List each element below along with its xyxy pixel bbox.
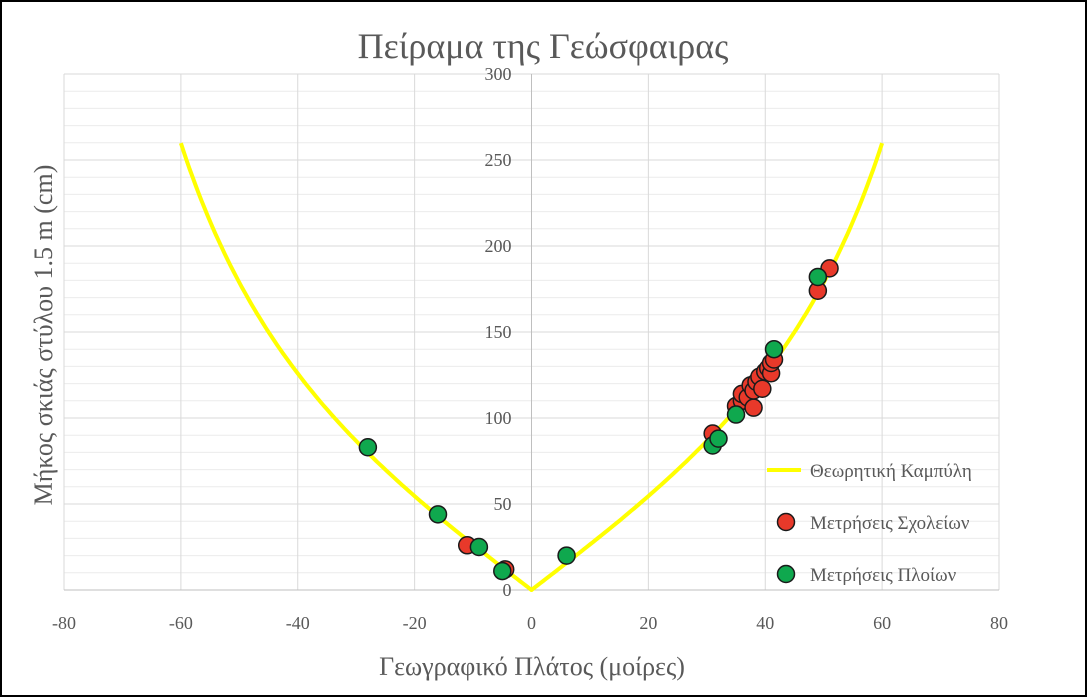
ship-measurement-point	[557, 546, 576, 565]
y-tick-label: 150	[485, 322, 512, 342]
ship-measurement-point	[428, 505, 448, 524]
x-tick-label: -60	[169, 613, 193, 633]
school-measurement-point	[753, 379, 772, 399]
y-tick-label: 50	[494, 494, 512, 514]
ship-measurement-point	[358, 437, 378, 457]
x-tick-label: 20	[639, 613, 657, 633]
legend-marker-point	[776, 564, 796, 584]
ship-measurement-point	[493, 561, 512, 581]
ship-measurement-point	[764, 339, 784, 359]
y-tick-label: 300	[485, 64, 512, 84]
ship-measurement-point	[709, 429, 728, 448]
x-tick-label: 40	[756, 613, 774, 633]
x-tick-label: 60	[873, 613, 891, 633]
y-tick-label: 250	[485, 150, 512, 170]
legend-marker-point	[776, 512, 796, 532]
y-tick-label: 200	[485, 236, 512, 256]
chart-title: Πείραμα της Γεώσφαιρας	[358, 26, 729, 66]
school-measurement-point	[744, 398, 763, 417]
x-tick-label: -20	[403, 613, 427, 633]
x-tick-label: -80	[52, 613, 76, 633]
legend-label: Μετρήσεις Πλοίων	[810, 565, 957, 586]
legend-label: Θεωρητική Καμπύλη	[810, 461, 972, 482]
ship-measurement-point	[469, 537, 489, 557]
legend: Θεωρητική Καμπύλη Μετρήσεις Σχολείων Μετρή…	[767, 461, 972, 586]
x-tick-label: 0	[527, 613, 536, 633]
x-tick-label: 80	[990, 613, 1008, 633]
y-tick-label: 0	[503, 580, 512, 600]
x-tick-label: -40	[286, 613, 310, 633]
legend-label: Μετρήσεις Σχολείων	[810, 513, 970, 534]
ship-measurement-point	[726, 405, 746, 424]
grid	[63, 73, 1000, 591]
data-points-layer	[358, 259, 839, 581]
x-axis-title: Γεωγραφικό Πλάτος (μοίρες)	[379, 652, 685, 681]
x-tick-labels: -80 -60 -40 -20 0 20 40 60 80	[52, 613, 1008, 633]
y-axis-title: Μήκος σκιάς στύλου 1.5 m (cm)	[29, 165, 58, 506]
y-tick-label: 100	[485, 408, 512, 428]
ship-measurement-point	[808, 267, 828, 287]
y-tick-labels: 0 50 100 150 200 250 300	[485, 64, 512, 600]
